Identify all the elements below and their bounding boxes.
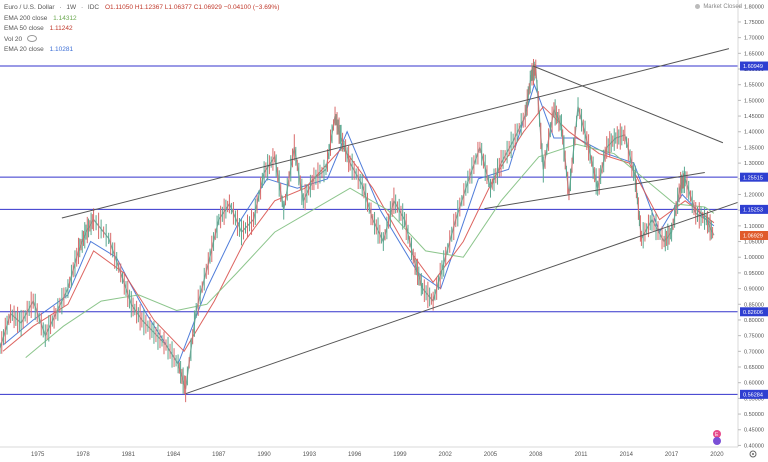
x-tick-label: 1975 xyxy=(31,452,45,458)
indicator-alert-icons[interactable]: E xyxy=(713,430,721,445)
y-tick-label: 1.50000 xyxy=(744,98,764,104)
x-tick-label: 1996 xyxy=(348,452,362,458)
legend-vol[interactable]: Vol 20 xyxy=(4,35,279,46)
y-tick-label: 1.05000 xyxy=(744,240,764,246)
interval-label: 1W xyxy=(66,4,77,11)
legend-ema20[interactable]: EMA 20 close 1.10281 xyxy=(4,45,279,56)
y-tick-label: 1.35000 xyxy=(744,145,764,151)
status-dot-icon xyxy=(695,4,701,9)
x-tick-label: 1984 xyxy=(167,452,181,458)
y-tick-label: 0.95000 xyxy=(744,271,764,277)
y-tick-label: 1.75000 xyxy=(744,20,764,26)
y-tick-label: 1.30000 xyxy=(744,161,764,167)
ema-line-0 xyxy=(2,83,715,366)
visibility-eye-icon[interactable] xyxy=(26,35,37,43)
legend-vol-label: Vol 20 xyxy=(4,35,23,43)
ema-line-1 xyxy=(2,105,715,353)
last-price-label: 1.06929 xyxy=(743,234,763,240)
y-tick-label: 0.45000 xyxy=(744,428,764,434)
y-tick-label: 1.10000 xyxy=(744,224,764,230)
x-tick-label: 1990 xyxy=(257,452,271,458)
x-tick-label: 1978 xyxy=(76,452,90,458)
y-tick-label: 1.45000 xyxy=(744,114,764,120)
y-tick-label: 1.65000 xyxy=(744,51,764,57)
symbol-name: Euro / U.S. Dollar xyxy=(4,4,55,11)
y-tick-label: 1.00000 xyxy=(744,255,764,261)
y-tick-label: 0.80000 xyxy=(744,318,764,324)
x-tick-label: 1981 xyxy=(122,452,136,458)
y-tick-label: 1.40000 xyxy=(744,130,764,136)
price-line xyxy=(0,67,715,390)
legend-ema200-value: 1.14312 xyxy=(53,14,77,22)
level-tag-label: 0.82606 xyxy=(743,310,763,316)
y-tick-label: 0.40000 xyxy=(744,443,764,449)
ema-line-2 xyxy=(25,143,715,358)
y-tick-label: 0.55000 xyxy=(744,396,764,402)
y-tick-label: 0.70000 xyxy=(744,349,764,355)
y-tick-label: 1.70000 xyxy=(744,36,764,42)
market-status-label: Market Closed xyxy=(703,4,742,11)
indicator-legend: Euro / U.S. Dollar · 1W · IDC O1.11050 H… xyxy=(4,3,279,56)
y-tick-label: 0.90000 xyxy=(744,287,764,293)
y-tick-label: 1.20000 xyxy=(744,192,764,198)
legend-ema200-label: EMA 200 close xyxy=(4,14,48,22)
x-tick-label: 2014 xyxy=(620,452,634,458)
y-tick-label: 1.55000 xyxy=(744,83,764,89)
level-tag xyxy=(740,389,768,399)
legend-ema20-value: 1.10281 xyxy=(49,46,74,53)
symbol-header[interactable]: Euro / U.S. Dollar · 1W · IDC O1.11050 H… xyxy=(4,4,280,11)
x-tick-label: 1987 xyxy=(212,452,226,458)
x-tick-label: 2002 xyxy=(439,452,453,458)
level-tag-label: 1.60949 xyxy=(743,64,763,70)
x-tick-label: 2005 xyxy=(484,452,498,458)
last-price-tag xyxy=(740,230,768,240)
x-tick-label: 2008 xyxy=(529,452,543,458)
y-tick-label: 0.85000 xyxy=(744,302,764,308)
trend-line-3[interactable] xyxy=(484,172,705,210)
ohlc-readout: O1.11050 H1.12367 L1.06377 C1.06929 −0.0… xyxy=(104,4,280,11)
x-tick-label: 2020 xyxy=(710,452,724,458)
y-tick-label: 0.50000 xyxy=(744,412,764,418)
legend-ema50-value: 1.11242 xyxy=(49,25,73,32)
legend-ema200[interactable]: EMA 200 close 1.14312 xyxy=(4,14,279,25)
legend-ema20-label: EMA 20 close xyxy=(4,46,44,53)
level-tag-label: 1.25515 xyxy=(743,175,763,181)
level-tag xyxy=(740,204,768,214)
trend-line-2[interactable] xyxy=(532,65,724,144)
trend-line-1[interactable] xyxy=(185,201,739,395)
level-tag xyxy=(740,61,768,71)
y-tick-label: 0.65000 xyxy=(744,365,764,371)
y-tick-label: 1.80000 xyxy=(744,4,764,10)
svg-text:E: E xyxy=(715,432,719,438)
level-tag-label: 1.15253 xyxy=(743,208,763,214)
trend-line-0[interactable] xyxy=(61,48,730,219)
market-status: Market Closed xyxy=(695,4,742,10)
x-tick-label: 2011 xyxy=(575,452,589,458)
legend-ema50[interactable]: EMA 50 close 1.11242 xyxy=(4,24,279,35)
x-tick-label: 1993 xyxy=(303,452,317,458)
level-tag xyxy=(740,172,768,182)
exchange-label: IDC xyxy=(87,4,100,11)
y-tick-label: 0.75000 xyxy=(744,334,764,340)
settings-gear-icon[interactable] xyxy=(749,450,757,458)
level-tag xyxy=(740,307,768,317)
legend-ema50-label: EMA 50 close xyxy=(4,25,44,32)
y-tick-label: 0.60000 xyxy=(744,381,764,387)
level-tag-label: 0.56284 xyxy=(743,393,763,399)
x-tick-label: 2017 xyxy=(665,452,679,458)
x-tick-label: 1999 xyxy=(393,452,407,458)
